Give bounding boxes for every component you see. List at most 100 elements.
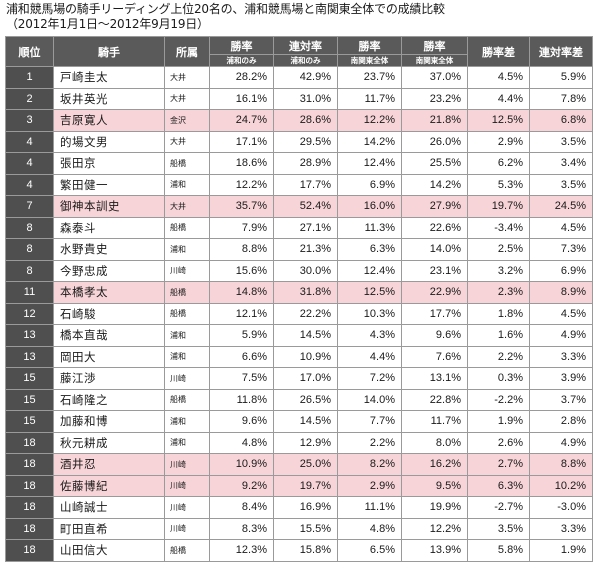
- urawa-win-rate: 35.7%: [209, 195, 274, 218]
- rank-cell: 15: [5, 410, 54, 433]
- subheader-urawa-only-2: 浦和のみ: [273, 54, 338, 67]
- header-jockey: 騎手: [53, 36, 165, 67]
- jockey-name: 森泰斗: [53, 216, 165, 239]
- table-row: 18 山崎誠士 川崎 8.4% 16.9% 11.1% 19.9% -2.7% -3.0%: [5, 496, 593, 519]
- win-rate-diff: 6.3%: [467, 474, 530, 497]
- table-row: 8 森泰斗 船橋 7.9% 27.1% 11.3% 22.6% -3.4% 4.5%: [5, 216, 593, 239]
- table-row: 15 石崎隆之 船橋 11.8% 26.5% 14.0% 22.8% -2.2% 3.7%: [5, 388, 593, 411]
- urawa-place-rate: 14.5%: [273, 324, 338, 347]
- rank-cell: 13: [5, 324, 54, 347]
- kanto-win-rate: 7.7%: [337, 410, 402, 433]
- win-rate-diff: 1.6%: [467, 324, 530, 347]
- urawa-place-rate: 42.9%: [273, 66, 338, 89]
- kanto-win-rate: 2.9%: [337, 474, 402, 497]
- win-rate-diff: 2.7%: [467, 453, 530, 476]
- urawa-win-rate: 12.1%: [209, 302, 274, 325]
- urawa-place-rate: 21.3%: [273, 238, 338, 261]
- rank-cell: 18: [5, 496, 54, 519]
- table-row: 8 水野貴史 浦和 8.8% 21.3% 6.3% 14.0% 2.5% 7.3%: [5, 238, 593, 261]
- win-rate-diff: 2.5%: [467, 238, 530, 261]
- kanto-win-rate: 4.8%: [337, 517, 402, 540]
- table-row: 4 張田京 船橋 18.6% 28.9% 12.4% 25.5% 6.2% 3.4%: [5, 152, 593, 175]
- rank-cell: 2: [5, 87, 54, 110]
- jockey-name: 御神本訓史: [53, 195, 165, 218]
- table-row: 18 佐藤博紀 川崎 9.2% 19.7% 2.9% 9.5% 6.3% 10.2%: [5, 474, 593, 497]
- urawa-win-rate: 8.3%: [209, 517, 274, 540]
- place-rate-diff: 1.9%: [529, 539, 593, 562]
- kanto-win-rate: 10.3%: [337, 302, 402, 325]
- header-urawa-win-rate: 勝率: [209, 36, 274, 55]
- win-rate-diff: 2.9%: [467, 130, 530, 153]
- kanto-place-rate: 37.0%: [401, 66, 468, 89]
- affiliation: 川崎: [164, 474, 210, 497]
- urawa-place-rate: 12.9%: [273, 431, 338, 454]
- urawa-win-rate: 15.6%: [209, 259, 274, 282]
- affiliation: 川崎: [164, 453, 210, 476]
- place-rate-diff: 6.8%: [529, 109, 593, 132]
- urawa-win-rate: 9.2%: [209, 474, 274, 497]
- urawa-place-rate: 14.5%: [273, 410, 338, 433]
- affiliation: 船橋: [164, 388, 210, 411]
- urawa-win-rate: 28.2%: [209, 66, 274, 89]
- affiliation: 大井: [164, 66, 210, 89]
- jockey-name: 橋本直哉: [53, 324, 165, 347]
- urawa-win-rate: 8.8%: [209, 238, 274, 261]
- kanto-place-rate: 27.9%: [401, 195, 468, 218]
- place-rate-diff: 8.8%: [529, 453, 593, 476]
- kanto-place-rate: 8.0%: [401, 431, 468, 454]
- kanto-win-rate: 12.4%: [337, 259, 402, 282]
- jockey-name: 加藤和博: [53, 410, 165, 433]
- table-row: 13 橋本直哉 浦和 5.9% 14.5% 4.3% 9.6% 1.6% 4.9%: [5, 324, 593, 347]
- urawa-place-rate: 28.9%: [273, 152, 338, 175]
- affiliation: 船橋: [164, 302, 210, 325]
- rank-cell: 18: [5, 453, 54, 476]
- rank-cell: 18: [5, 517, 54, 540]
- affiliation: 浦和: [164, 173, 210, 196]
- affiliation: 浦和: [164, 431, 210, 454]
- table-row: 18 秋元耕成 浦和 4.8% 12.9% 2.2% 8.0% 2.6% 4.9%: [5, 431, 593, 454]
- kanto-win-rate: 8.2%: [337, 453, 402, 476]
- jockey-name: 山崎誠士: [53, 496, 165, 519]
- place-rate-diff: 5.9%: [529, 66, 593, 89]
- affiliation: 浦和: [164, 345, 210, 368]
- rank-cell: 13: [5, 345, 54, 368]
- rank-cell: 1: [5, 66, 54, 89]
- win-rate-diff: 12.5%: [467, 109, 530, 132]
- jockey-name: 吉原寛人: [53, 109, 165, 132]
- kanto-place-rate: 14.2%: [401, 173, 468, 196]
- urawa-place-rate: 17.7%: [273, 173, 338, 196]
- kanto-win-rate: 12.5%: [337, 281, 402, 304]
- table-row: 15 藤江渉 川崎 7.5% 17.0% 7.2% 13.1% 0.3% 3.9%: [5, 367, 593, 390]
- subheader-south-kanto-1: 南関東全体: [337, 54, 402, 67]
- header-win-rate-diff: 勝率差: [467, 36, 530, 67]
- urawa-win-rate: 11.8%: [209, 388, 274, 411]
- urawa-win-rate: 5.9%: [209, 324, 274, 347]
- kanto-win-rate: 16.0%: [337, 195, 402, 218]
- rank-cell: 4: [5, 152, 54, 175]
- table-row: 1 戸崎圭太 大井 28.2% 42.9% 23.7% 37.0% 4.5% 5.9%: [5, 66, 593, 89]
- table-row: 4 繁田健一 浦和 12.2% 17.7% 6.9% 14.2% 5.3% 3.5%: [5, 173, 593, 196]
- win-rate-diff: -3.4%: [467, 216, 530, 239]
- jockey-name: 石崎駿: [53, 302, 165, 325]
- affiliation: 大井: [164, 130, 210, 153]
- affiliation: 船橋: [164, 152, 210, 175]
- urawa-win-rate: 4.8%: [209, 431, 274, 454]
- header-kanto-win-rate: 勝率: [337, 36, 402, 55]
- place-rate-diff: -3.0%: [529, 496, 593, 519]
- jockey-name: 石崎隆之: [53, 388, 165, 411]
- kanto-win-rate: 2.2%: [337, 431, 402, 454]
- kanto-place-rate: 23.1%: [401, 259, 468, 282]
- table-header: 順位 騎手 所属 勝率 連対率 勝率 勝率 勝率差 連対率差 浦和のみ 浦和のみ…: [5, 36, 593, 67]
- urawa-place-rate: 27.1%: [273, 216, 338, 239]
- kanto-win-rate: 6.9%: [337, 173, 402, 196]
- urawa-win-rate: 10.9%: [209, 453, 274, 476]
- win-rate-diff: -2.7%: [467, 496, 530, 519]
- subheader-south-kanto-2: 南関東全体: [401, 54, 468, 67]
- win-rate-diff: 2.3%: [467, 281, 530, 304]
- rank-cell: 8: [5, 238, 54, 261]
- kanto-win-rate: 4.4%: [337, 345, 402, 368]
- place-rate-diff: 6.9%: [529, 259, 593, 282]
- urawa-win-rate: 17.1%: [209, 130, 274, 153]
- win-rate-diff: 2.6%: [467, 431, 530, 454]
- win-rate-diff: 6.2%: [467, 152, 530, 175]
